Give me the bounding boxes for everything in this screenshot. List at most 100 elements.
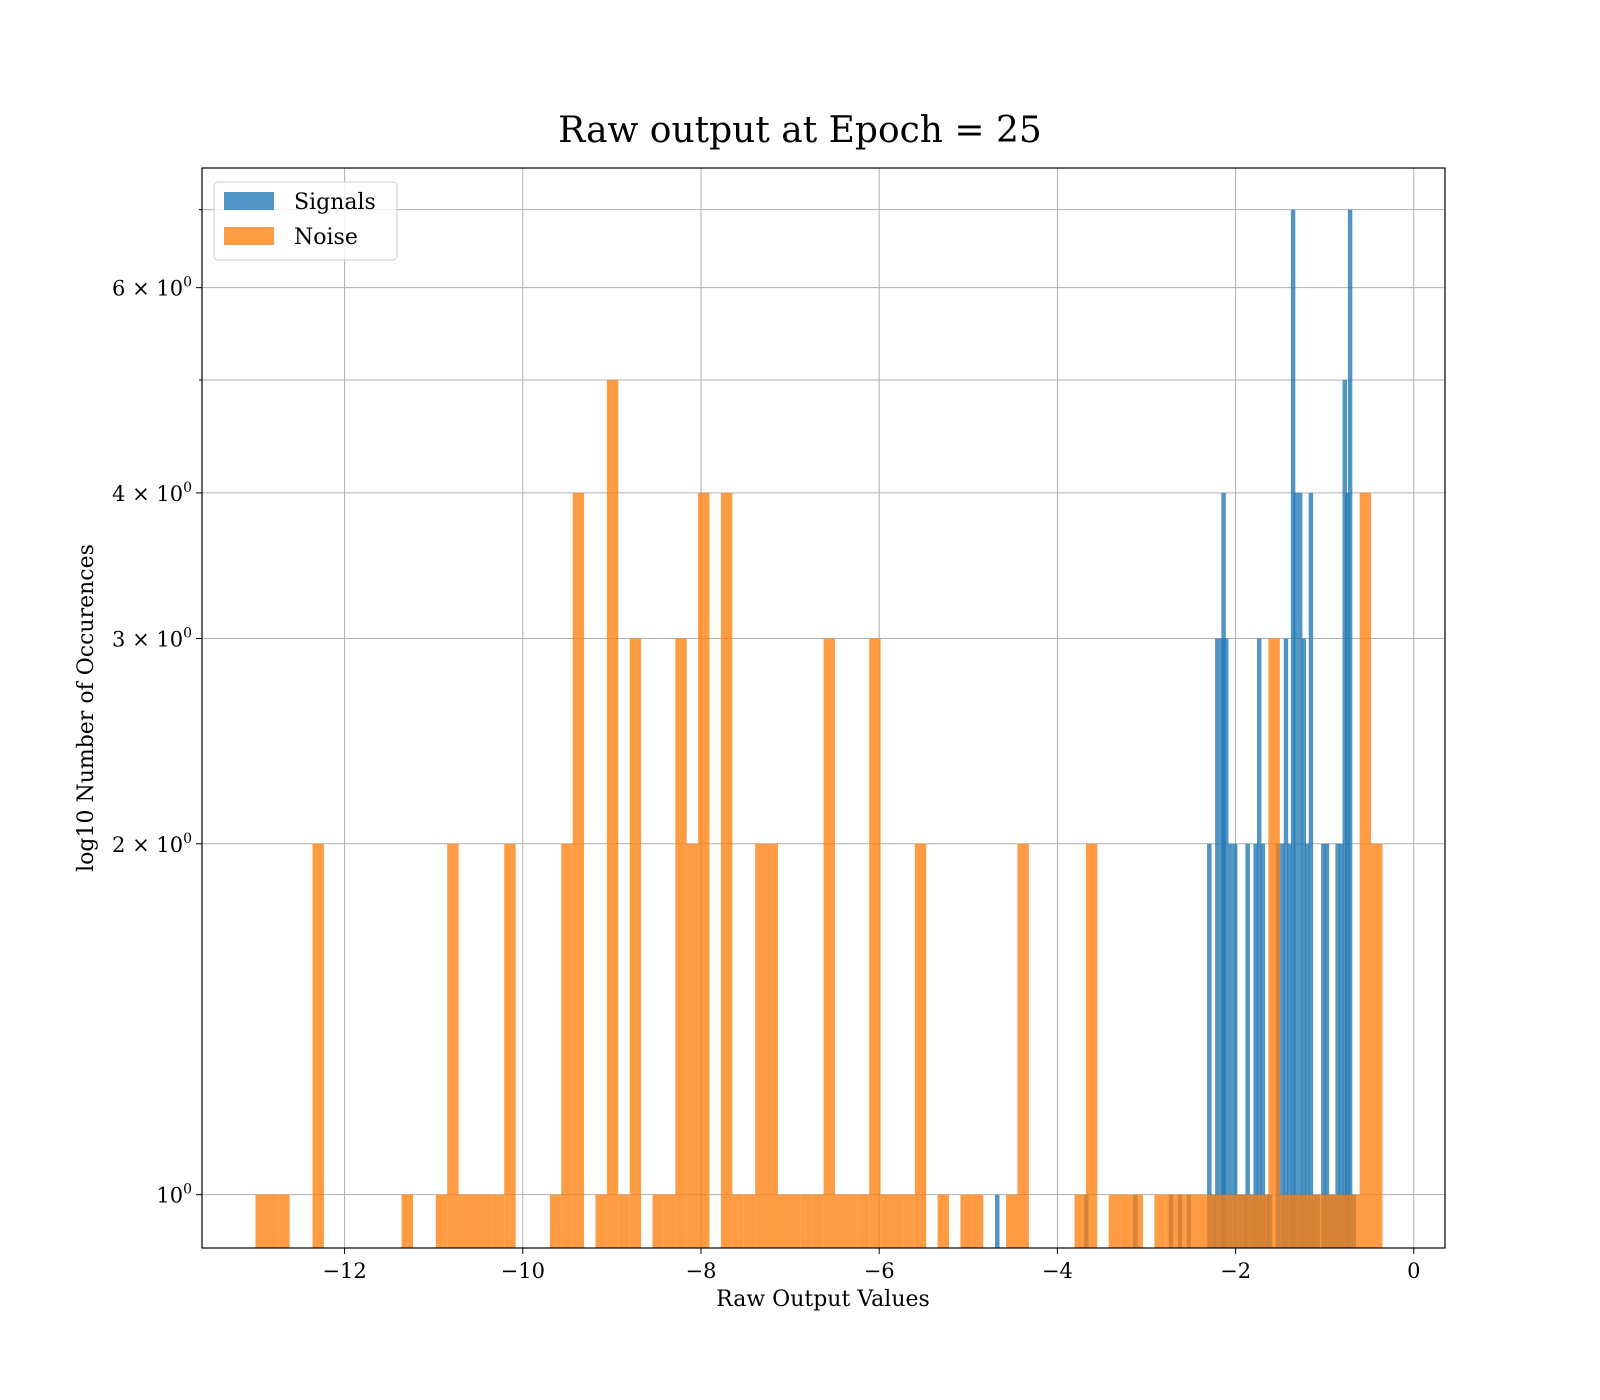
noise-bar [892,1194,904,1248]
noise-bar [1325,1194,1337,1248]
signals-bar [1228,843,1233,1248]
legend-label-signals: Signals [294,190,376,215]
noise-bar [1177,1194,1189,1248]
y-tick-label: 2 × 100 [112,831,192,857]
noise-bar [255,1194,267,1248]
noise-bar [1371,843,1383,1248]
x-tick-label: −12 [322,1259,366,1283]
x-tick-label: −4 [1042,1259,1073,1283]
noise-bar [1211,1194,1223,1248]
signals-bar [1245,843,1250,1248]
noise-bar [458,1194,471,1248]
noise-bar [766,843,778,1248]
noise-bar [1199,1194,1212,1248]
noise-bar [732,1194,744,1248]
noise-bar [652,1194,664,1248]
x-ticks: −12 −10 −8 −6 −4 −2 0 [322,1248,1421,1283]
noise-bar [618,1194,630,1248]
noise-bar [266,1194,279,1248]
noise-bar [312,843,324,1248]
noise-bar [470,1194,482,1248]
noise-bar [1268,638,1280,1248]
noise-bar [1336,1194,1349,1248]
noise-bar [789,1194,801,1248]
signals-bar [1345,492,1350,1248]
noise-bar [492,1194,505,1248]
signals-bar [1253,843,1258,1248]
y-axis-label: log10 Number of Occurences [74,544,99,872]
noise-bar [572,492,585,1248]
noise-bar [401,1194,413,1248]
noise-bar [971,1194,984,1248]
noise-bar [1085,843,1098,1248]
x-tick-label: −6 [864,1259,895,1283]
noise-bar [561,843,573,1248]
noise-bar [606,379,619,1248]
signals-bar [1232,843,1238,1248]
legend-swatch-signals [224,192,274,210]
noise-bar [1222,1194,1235,1248]
noise-bar [595,1194,607,1248]
x-tick-label: 0 [1407,1259,1420,1283]
y-tick-label: 100 [156,1182,192,1208]
noise-bar [481,1194,493,1248]
noise-bar [675,638,687,1248]
signals-bar [1308,492,1314,1248]
y-ticks: 100 2 × 100 3 × 100 4 × 100 6 × 100 [112,209,202,1208]
noise-bar [1074,1194,1086,1248]
noise-bar [823,638,835,1248]
signals-bar [1297,492,1303,1248]
noise-bar [629,638,642,1248]
legend-label-noise: Noise [294,225,358,250]
signals-bar [1293,492,1298,1248]
legend: Signals Noise [213,181,398,261]
noise-bar [698,492,710,1248]
noise-bar [869,638,881,1248]
x-tick-label: −10 [501,1259,545,1283]
noise-bar [447,843,459,1248]
noise-bar [1245,1194,1257,1248]
noise-bar [914,843,927,1248]
noise-bar [743,1194,756,1248]
signals-bar [1301,638,1306,1248]
noise-bar [937,1194,950,1248]
signals-bar [1283,638,1289,1248]
signals-bar [1324,843,1330,1248]
signals-bar [1342,379,1347,1248]
x-tick-label: −2 [1220,1259,1251,1283]
signals-bar [1347,209,1353,1248]
noise-bar [1131,1194,1143,1248]
noise-bar [1108,1194,1121,1248]
noise-bar [857,1194,870,1248]
chart-title: Raw output at Epoch = 25 [558,110,1042,151]
signals-bar [1321,843,1326,1248]
noise-bar [1348,1194,1360,1248]
noise-bar [903,1194,915,1248]
x-axis-label: Raw Output Values [716,1287,930,1312]
noise-bar [846,1194,858,1248]
noise-bar [435,1194,448,1248]
signals-bar [1280,843,1285,1248]
signals-bar [1290,209,1296,1248]
noise-bar [960,1194,972,1248]
noise-bar [504,843,516,1248]
noise-bar [755,843,767,1248]
series-signals [995,209,1356,1248]
noise-bar [1256,1194,1269,1248]
noise-bar [1006,1194,1018,1248]
y-tick-label: 3 × 100 [112,626,192,652]
noise-bar [1314,1194,1326,1248]
noise-bar [1302,1194,1315,1248]
noise-bar [663,1194,676,1248]
noise-bar [720,492,733,1248]
noise-bar [1120,1194,1132,1248]
y-tick-label: 4 × 100 [112,480,192,506]
grid [202,168,1445,1248]
noise-bar [1359,492,1372,1248]
signals-bar [1305,843,1310,1248]
noise-bar [1154,1194,1166,1248]
x-tick-label: −8 [685,1259,716,1283]
signals-bar [1221,492,1226,1248]
noise-bar [834,1194,847,1248]
